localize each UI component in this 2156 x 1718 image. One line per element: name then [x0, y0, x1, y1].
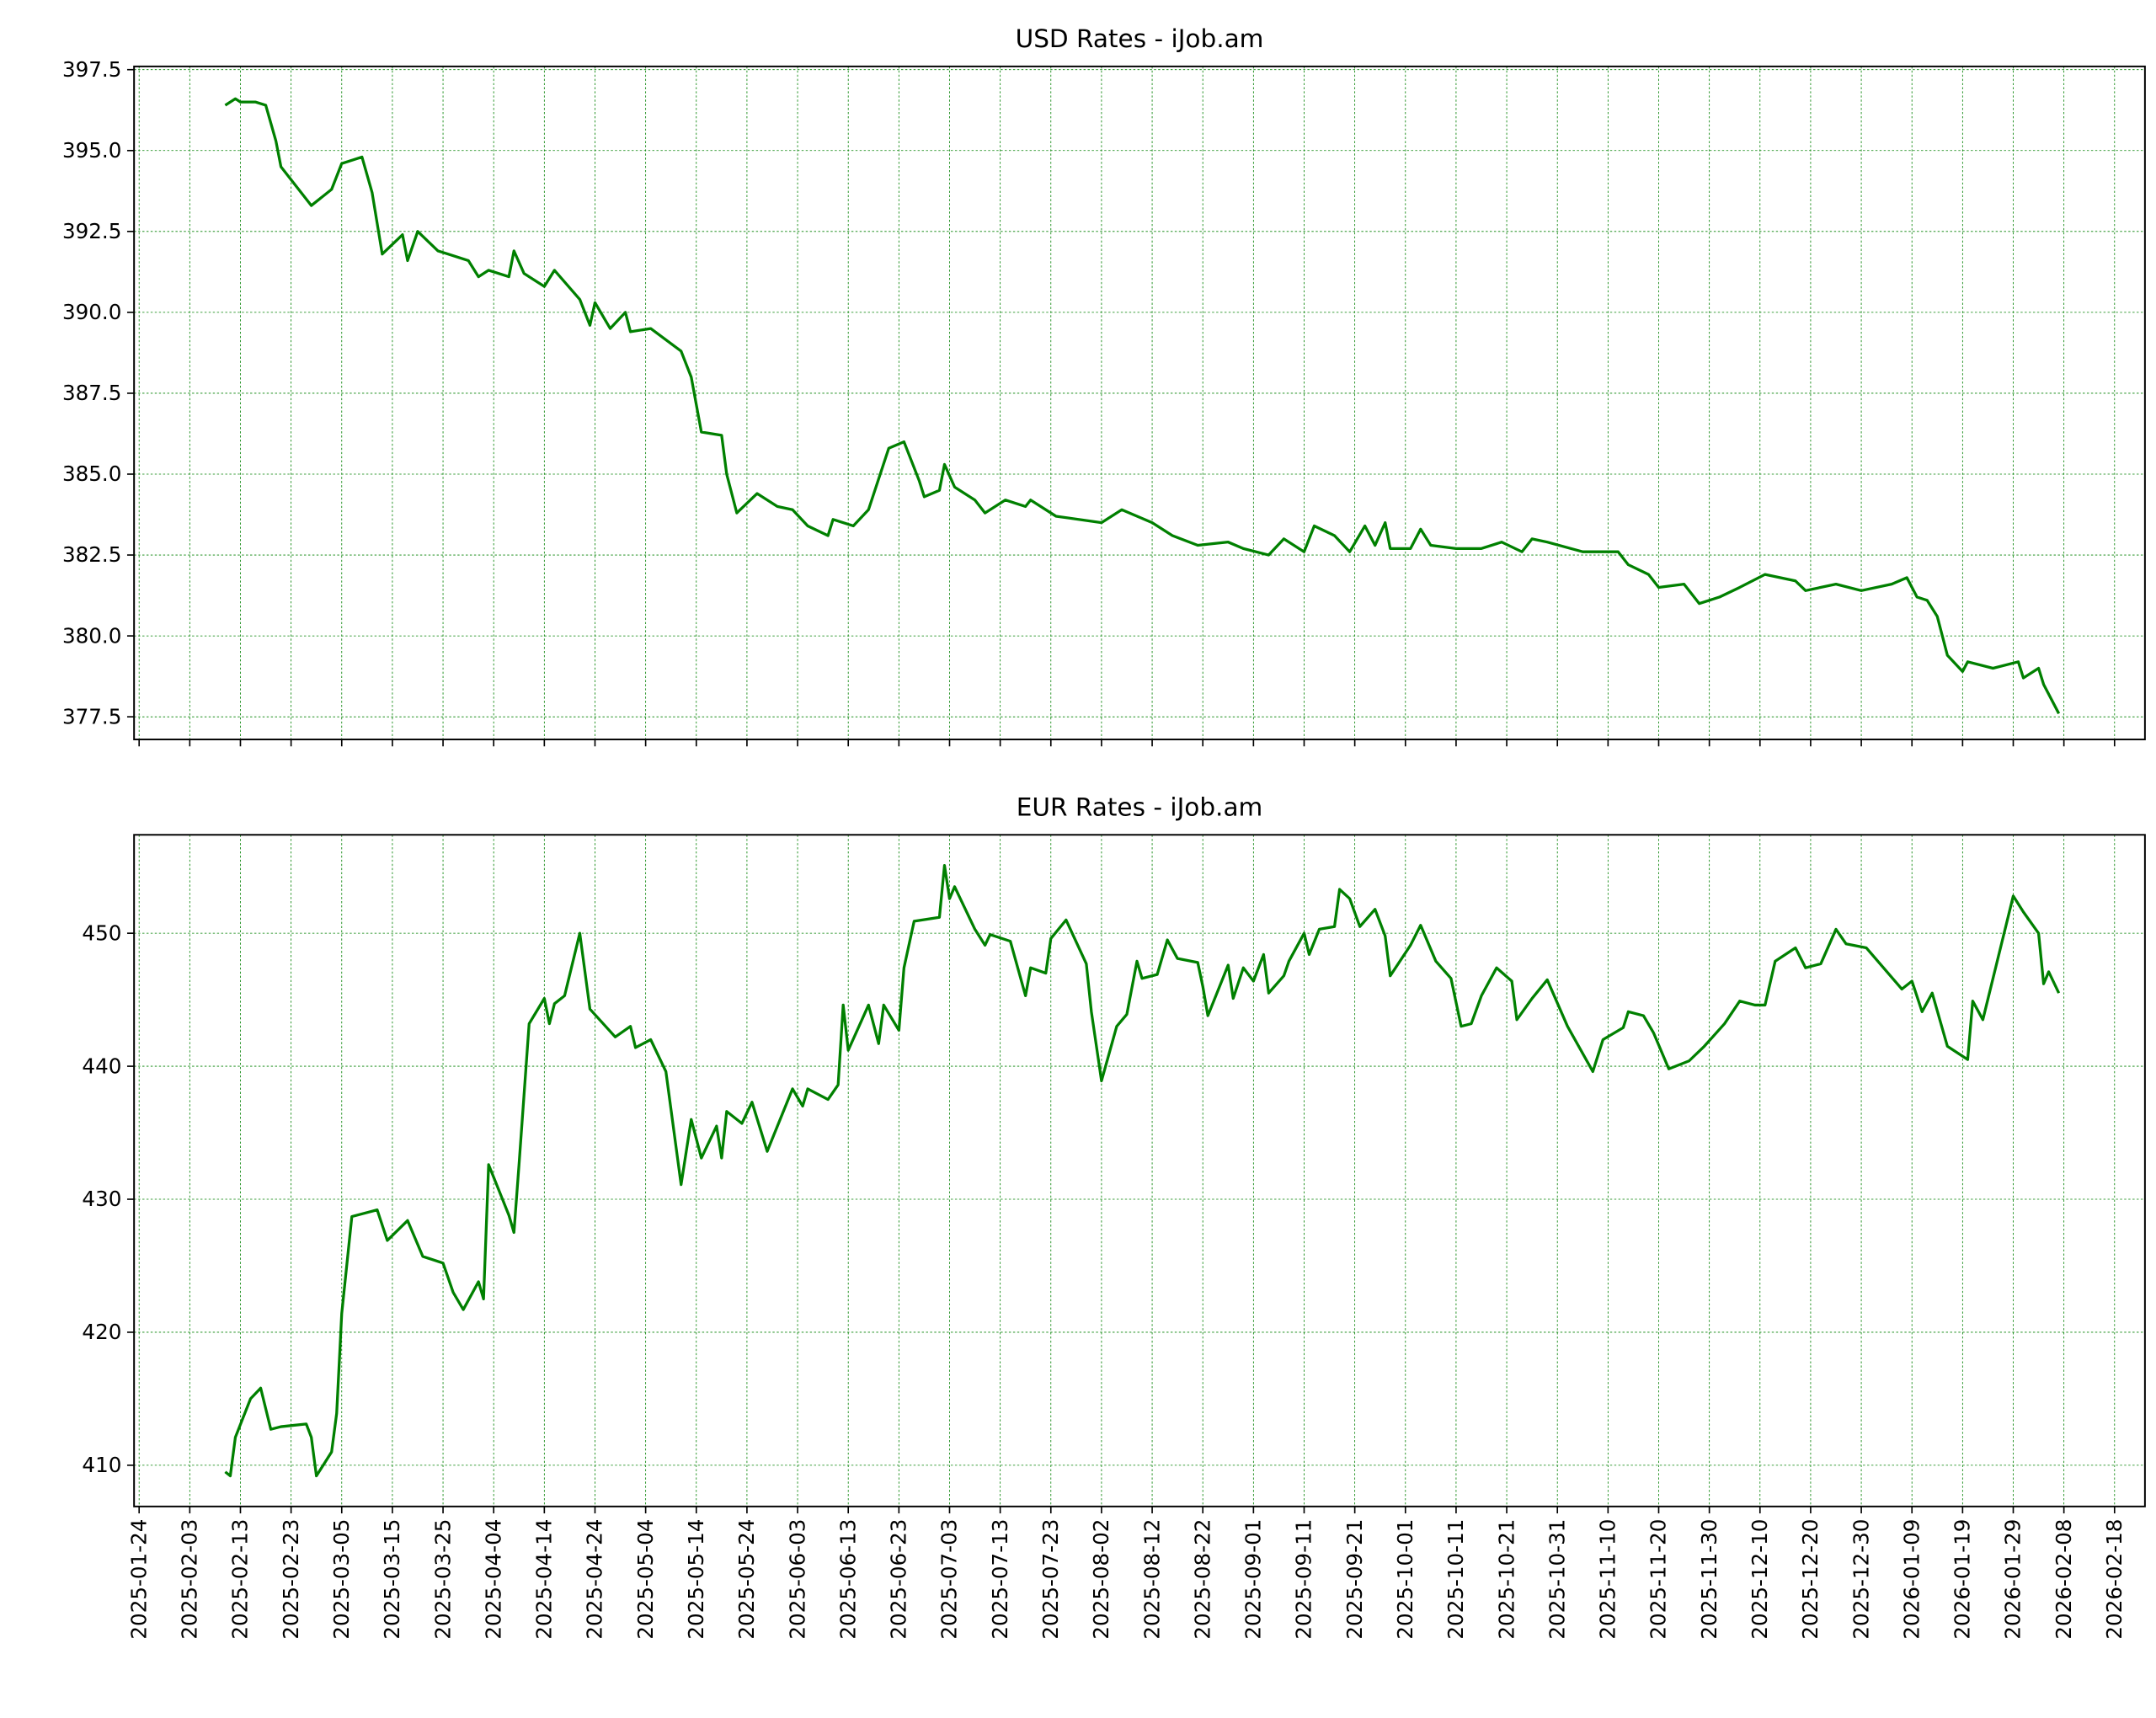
x-tick-label: 2025-05-24	[734, 1519, 759, 1640]
x-tick-label: 2026-01-09	[1899, 1519, 1924, 1640]
y-tick-label: 420	[82, 1320, 121, 1344]
x-tick-label: 2025-02-13	[228, 1519, 253, 1640]
line	[224, 97, 2061, 715]
chart-title: EUR Rates - iJob.am	[1017, 792, 1263, 821]
x-tick-label: 2025-05-04	[633, 1519, 658, 1640]
x-tick-label: 2025-02-23	[279, 1519, 303, 1640]
x-tick-label: 2025-04-04	[481, 1519, 505, 1640]
y-tick-label: 450	[82, 920, 121, 945]
axes-frame	[133, 834, 2146, 1507]
y-tick-label: 387.5	[62, 381, 121, 405]
x-tick-label: 2025-10-21	[1494, 1519, 1518, 1640]
x-tick-label: 2025-08-22	[1190, 1519, 1214, 1640]
x-tick-label: 2025-10-01	[1393, 1519, 1417, 1640]
x-tick-label: 2025-12-20	[1798, 1519, 1822, 1640]
x-tick-label: 2025-09-21	[1342, 1519, 1367, 1640]
y-tick-label: 382.5	[62, 542, 121, 567]
y-tick-label: 395.0	[62, 138, 121, 163]
y-tick-label: 410	[82, 1453, 121, 1477]
x-tick-label: 2026-01-19	[1951, 1519, 1975, 1640]
x-tick-label: 2025-11-10	[1596, 1519, 1620, 1640]
x-tick-label: 2025-07-13	[988, 1519, 1012, 1640]
x-tick-label: 2025-07-03	[937, 1519, 962, 1640]
x-tick-label: 2025-03-25	[430, 1519, 455, 1640]
x-tick-label: 2025-06-23	[887, 1519, 911, 1640]
x-tick-label: 2025-06-03	[785, 1519, 809, 1640]
y-tick-label: 377.5	[62, 704, 121, 728]
x-tick-label: 2025-04-24	[583, 1519, 607, 1640]
x-tick-label: 2025-04-14	[532, 1519, 557, 1640]
x-tick-label: 2025-08-12	[1139, 1519, 1164, 1640]
x-tick-label: 2025-01-24	[126, 1519, 151, 1640]
x-tick-label: 2025-09-01	[1241, 1519, 1266, 1640]
y-tick-label: 397.5	[62, 57, 121, 82]
x-tick-label: 2025-12-30	[1849, 1519, 1873, 1640]
x-tick-label: 2025-10-31	[1545, 1519, 1569, 1640]
x-tick-label: 2025-09-11	[1292, 1519, 1316, 1640]
x-tick-label: 2026-01-29	[2001, 1519, 2025, 1640]
y-tick-label: 440	[82, 1054, 121, 1078]
axes-frame	[133, 65, 2146, 741]
y-tick-label: 430	[82, 1187, 121, 1211]
x-tick-label: 2025-06-13	[835, 1519, 860, 1640]
x-tick-label: 2025-11-30	[1697, 1519, 1721, 1640]
y-tick-label: 392.5	[62, 219, 121, 243]
x-tick-label: 2025-05-14	[684, 1519, 708, 1640]
chart-title: USD Rates - iJob.am	[1016, 24, 1264, 53]
x-tick-label: 2025-11-20	[1646, 1519, 1671, 1640]
x-tick-label: 2025-07-23	[1038, 1519, 1063, 1640]
x-tick-label: 2025-03-05	[329, 1519, 354, 1640]
y-tick-label: 380.0	[62, 623, 121, 648]
x-tick-label: 2025-10-11	[1444, 1519, 1468, 1640]
y-tick-label: 390.0	[62, 300, 121, 324]
x-tick-label: 2025-02-03	[178, 1519, 202, 1640]
y-tick-label: 385.0	[62, 462, 121, 486]
x-tick-label: 2026-02-18	[2102, 1519, 2127, 1640]
x-tick-label: 2025-12-10	[1748, 1519, 1772, 1640]
x-tick-label: 2025-03-15	[380, 1519, 404, 1640]
line	[224, 863, 2061, 1478]
x-tick-label: 2026-02-08	[2052, 1519, 2076, 1640]
x-tick-label: 2025-08-02	[1089, 1519, 1113, 1640]
